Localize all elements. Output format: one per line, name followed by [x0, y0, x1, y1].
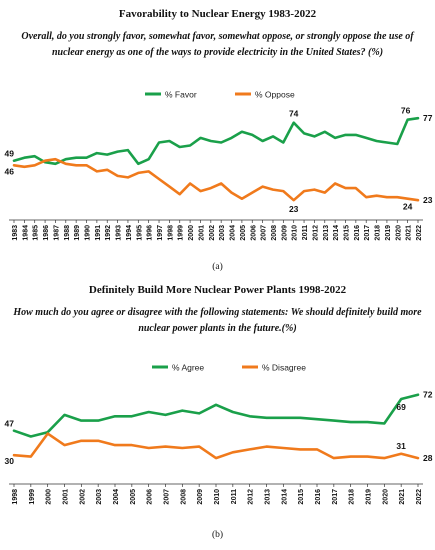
- series-line-0: [12, 393, 420, 438]
- chart-b-plot: % Agree % Disagree 1998 1999 2000 2001 2002 200…: [5, 363, 433, 505]
- x-tick-label: 1999: [29, 489, 36, 505]
- chart-b-caption: (b): [211, 530, 224, 540]
- x-tick-label: 1998: [12, 489, 19, 505]
- series-line-1: [12, 432, 420, 460]
- x-tick-label: 2012: [248, 489, 255, 505]
- x-tick-label: 2021: [399, 489, 406, 505]
- x-tick-label: 2011: [302, 225, 309, 240]
- x-tick-label: 2001: [198, 225, 205, 241]
- x-tick-label: 2017: [332, 489, 339, 505]
- legend-label: % Favor: [165, 90, 197, 100]
- x-tick-label: 2009: [281, 225, 288, 241]
- chart-a-title: Favorability to Nuclear Energy 1983-2022: [118, 8, 317, 20]
- x-tick-label: 2003: [96, 489, 103, 505]
- x-tick-label: 2012: [312, 225, 319, 241]
- x-tick-label: 2008: [180, 489, 187, 505]
- x-tick-label: 2022: [416, 489, 423, 505]
- x-tick-label: 2016: [354, 225, 361, 241]
- data-label: 30: [5, 456, 15, 466]
- x-tick-label: 2003: [219, 225, 226, 241]
- x-tick-label: 2017: [364, 225, 371, 241]
- x-tick-label: 2007: [164, 489, 171, 505]
- x-tick-label: 2006: [250, 225, 257, 241]
- chart-a-caption: (a): [212, 262, 223, 272]
- x-tick-label: 1989: [74, 225, 81, 241]
- data-label: 47: [5, 419, 15, 429]
- x-tick-label: 2001: [63, 489, 70, 505]
- data-label: 77: [423, 113, 433, 123]
- x-tick-label: 2004: [113, 489, 120, 505]
- x-tick-label: 2002: [209, 225, 216, 241]
- legend-label: % Oppose: [255, 90, 295, 100]
- x-tick-label: 2011: [231, 489, 238, 504]
- x-tick-label: 1986: [43, 225, 50, 241]
- x-tick-label: 1999: [178, 225, 185, 241]
- x-tick-label: 2021: [406, 225, 413, 241]
- legend-label: % Disagree: [262, 363, 306, 373]
- x-tick-label: 2007: [261, 225, 268, 241]
- data-label: 31: [396, 441, 406, 451]
- x-tick-label: 2019: [385, 225, 392, 241]
- legend-label: % Agree: [172, 363, 204, 373]
- data-label: 23: [289, 204, 299, 214]
- series-line-1: [12, 157, 420, 202]
- x-tick-label: 2004: [230, 225, 237, 241]
- data-label: 72: [423, 390, 433, 400]
- x-tick-label: 2013: [323, 225, 330, 241]
- x-tick-label: 2020: [395, 225, 402, 241]
- data-label: 69: [396, 402, 406, 412]
- x-tick-label: 2006: [147, 489, 154, 505]
- chart-b-title: Definitely Build More Nuclear Power Plan…: [88, 284, 347, 296]
- x-tick-label: 1987: [53, 225, 60, 241]
- x-tick-label: 1988: [64, 225, 71, 241]
- x-tick-label: 2014: [333, 225, 340, 241]
- chart-a-question: Overall, do you strongly favor, somewhat…: [21, 31, 414, 58]
- x-tick-label: 2020: [382, 489, 389, 505]
- x-tick-label: 1998: [167, 225, 174, 241]
- x-tick-label: 1996: [147, 225, 154, 241]
- x-tick-label: 2010: [214, 489, 221, 505]
- x-tick-label: 2016: [315, 489, 322, 505]
- data-label: 74: [289, 109, 299, 119]
- data-label: 46: [5, 166, 15, 176]
- x-tick-label: 2009: [197, 489, 204, 505]
- x-tick-label: 1992: [105, 225, 112, 241]
- x-tick-label: 1994: [126, 225, 133, 241]
- x-tick-label: 2018: [349, 489, 356, 505]
- legend-item-1: % Disagree: [242, 363, 306, 373]
- x-tick-label: 1984: [22, 225, 29, 241]
- x-tick-label: 2005: [130, 489, 137, 505]
- x-tick-label: 2010: [292, 225, 299, 241]
- x-tick-label: 1993: [116, 225, 123, 241]
- x-tick-label: 2005: [240, 225, 247, 241]
- chart-b-question: How much do you agree or disagree with t…: [13, 307, 422, 334]
- data-label: 76: [401, 106, 411, 116]
- x-tick-label: 2008: [271, 225, 278, 241]
- x-tick-label: 1997: [157, 225, 164, 241]
- legend-item-1: % Oppose: [235, 90, 295, 100]
- x-tick-label: 2000: [188, 225, 195, 241]
- x-tick-label: 1985: [33, 225, 40, 241]
- x-tick-label: 1990: [85, 225, 92, 241]
- legend-item-0: % Agree: [152, 363, 204, 373]
- data-label: 24: [403, 202, 413, 212]
- x-tick-label: 1991: [95, 225, 102, 241]
- x-tick-label: 1995: [136, 225, 143, 241]
- x-tick-label: 2014: [281, 489, 288, 505]
- x-tick-label: 1983: [12, 225, 19, 241]
- x-tick-label: 2000: [46, 489, 53, 505]
- data-label: 49: [5, 149, 15, 159]
- data-label: 28: [423, 453, 433, 463]
- x-tick-label: 2013: [265, 489, 272, 505]
- x-tick-label: 2015: [298, 489, 305, 505]
- legend-item-0: % Favor: [145, 90, 197, 100]
- x-tick-label: 2018: [375, 225, 382, 241]
- x-tick-label: 2022: [416, 225, 423, 241]
- x-tick-label: 2015: [343, 225, 350, 241]
- series-line-0: [12, 116, 420, 166]
- data-label: 23: [423, 195, 433, 205]
- x-tick-label: 2019: [366, 489, 373, 505]
- x-tick-label: 2002: [79, 489, 86, 505]
